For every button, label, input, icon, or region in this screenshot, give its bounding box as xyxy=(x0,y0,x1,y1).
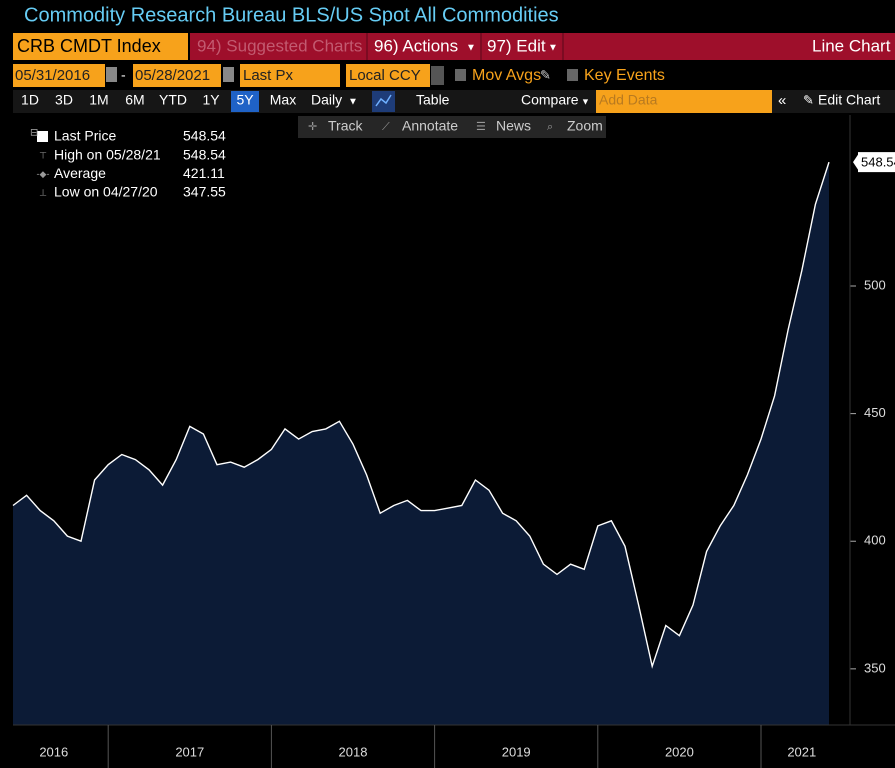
tool-button[interactable]: News xyxy=(496,118,531,134)
field[interactable]: Last Px xyxy=(243,67,294,84)
currency-box[interactable] xyxy=(346,64,430,87)
x-tick-label: 2020 xyxy=(665,744,694,759)
period-button[interactable]: 1M xyxy=(89,92,108,108)
x-tick-label: 2019 xyxy=(502,744,531,759)
chart-icon-glyph xyxy=(375,94,392,107)
tool-button[interactable]: Annotate xyxy=(402,118,458,134)
y-tick-label: 450 xyxy=(864,405,886,420)
legend-box xyxy=(24,128,230,200)
edit-chart[interactable]: Edit Chart xyxy=(818,92,880,108)
end-date[interactable]: 05/28/2021 xyxy=(135,67,210,84)
mov-avgs[interactable]: Mov Avgs xyxy=(472,67,541,84)
pencil-icon[interactable]: ✎ xyxy=(540,67,551,82)
add-data-box[interactable] xyxy=(596,90,772,113)
suggested-charts[interactable]: 94) Suggested Charts xyxy=(197,36,362,55)
legend-label: High on 05/28/21 xyxy=(54,147,161,163)
dropdown-arrow: ▼ xyxy=(348,97,358,108)
end-date-box[interactable] xyxy=(133,64,221,87)
menu-bar xyxy=(190,33,895,60)
collapse-icon[interactable]: « xyxy=(778,92,786,109)
legend-label: Last Price xyxy=(54,128,116,144)
line xyxy=(12,161,830,669)
tool-icon: ☰ xyxy=(476,121,486,133)
legend-symbol: ⊤ xyxy=(39,150,47,160)
period-selected xyxy=(231,91,259,112)
key-events[interactable]: Key Events xyxy=(584,67,665,84)
table[interactable]: Table xyxy=(416,92,450,108)
area xyxy=(13,162,829,726)
tool-button[interactable]: Track xyxy=(328,118,363,134)
last-value-box xyxy=(858,152,895,173)
y-tick-label: 400 xyxy=(864,533,886,548)
dropdown-arrow: ▼ xyxy=(548,43,558,54)
legend-collapse[interactable]: ⊟ xyxy=(30,128,38,139)
calendar-icon[interactable] xyxy=(106,67,117,82)
security[interactable]: CRB CMDT Index xyxy=(17,36,161,56)
tool-icon: ✛ xyxy=(308,121,317,133)
chart-type[interactable]: Line Chart xyxy=(812,36,891,55)
title: Commodity Research Bureau BLS/US Spot Al… xyxy=(24,4,559,26)
field-box[interactable] xyxy=(240,64,340,87)
period-button[interactable]: 1Y xyxy=(202,92,220,108)
dropdown-arrow: ▼ xyxy=(466,43,476,54)
period-button[interactable]: 5Y xyxy=(236,92,254,108)
legend-symbol: ⊥ xyxy=(39,187,47,197)
edit[interactable]: 97) Edit xyxy=(487,36,546,55)
y-tick-label: 500 xyxy=(864,277,886,292)
tools: ✛ Track ⟋ Annotate ☰ News ⌕ Zoom xyxy=(308,118,603,134)
tool-bar xyxy=(298,116,606,138)
y-tick-label: 350 xyxy=(864,660,886,675)
actions[interactable]: 96) Actions xyxy=(374,36,458,55)
legend-label: Low on 04/27/20 xyxy=(54,184,158,200)
dropdown-arrow: ▼ xyxy=(581,96,590,106)
checkbox[interactable] xyxy=(567,69,578,81)
period-button[interactable]: Max xyxy=(270,92,296,108)
period-button[interactable]: 6M xyxy=(125,92,144,108)
period-button[interactable]: YTD xyxy=(159,92,187,108)
currency[interactable]: Local CCY xyxy=(349,67,421,84)
dash: - xyxy=(121,67,126,83)
currency-dropdown[interactable] xyxy=(431,66,444,85)
x-tick-label: 2018 xyxy=(339,744,368,759)
legend-value: 347.55 xyxy=(183,184,226,200)
legend-symbol: -◆- xyxy=(37,169,50,179)
calendar-icon[interactable] xyxy=(223,67,234,82)
pencil-icon: ✎ xyxy=(803,92,814,107)
start-date-box[interactable] xyxy=(13,64,105,87)
start-date[interactable]: 05/31/2016 xyxy=(15,67,90,84)
tool-icon: ⟋ xyxy=(382,121,390,133)
period-button[interactable]: 3D xyxy=(55,92,73,108)
last-value-pointer xyxy=(853,153,859,172)
period-button[interactable]: 1D xyxy=(21,92,39,108)
legend-swatch xyxy=(37,131,48,142)
stats: ⊤ High on 05/28/21 548.54 -◆- Average 421.11 ⊥… xyxy=(37,147,226,200)
legend-value: 548.54 xyxy=(183,147,226,163)
compare[interactable]: Compare xyxy=(521,92,579,108)
x-axis-strip xyxy=(13,725,895,768)
legend-label: Average xyxy=(54,165,106,181)
legend-value: 548.54 xyxy=(183,128,226,144)
tool-button[interactable]: Zoom xyxy=(567,118,603,134)
x-tick-label: 2021 xyxy=(787,744,816,759)
add-data[interactable]: Add Data xyxy=(599,92,658,108)
periods: 1D 3D 1M 6M YTD 1Y 5Y Max xyxy=(21,91,296,112)
checkbox[interactable] xyxy=(455,69,466,81)
tool-icon: ⌕ xyxy=(547,121,553,133)
plot: 350 400 450 500 548.54 2016 2017 2018 2019 2020 20… xyxy=(12,115,895,768)
x-tick-label: 2017 xyxy=(175,744,204,759)
last-value-label: 548.54 xyxy=(861,155,895,170)
frequency[interactable]: Daily xyxy=(311,92,342,108)
x-tick-label: 2016 xyxy=(39,744,68,759)
security-box[interactable] xyxy=(13,33,188,60)
legend-value: 421.11 xyxy=(183,165,225,181)
